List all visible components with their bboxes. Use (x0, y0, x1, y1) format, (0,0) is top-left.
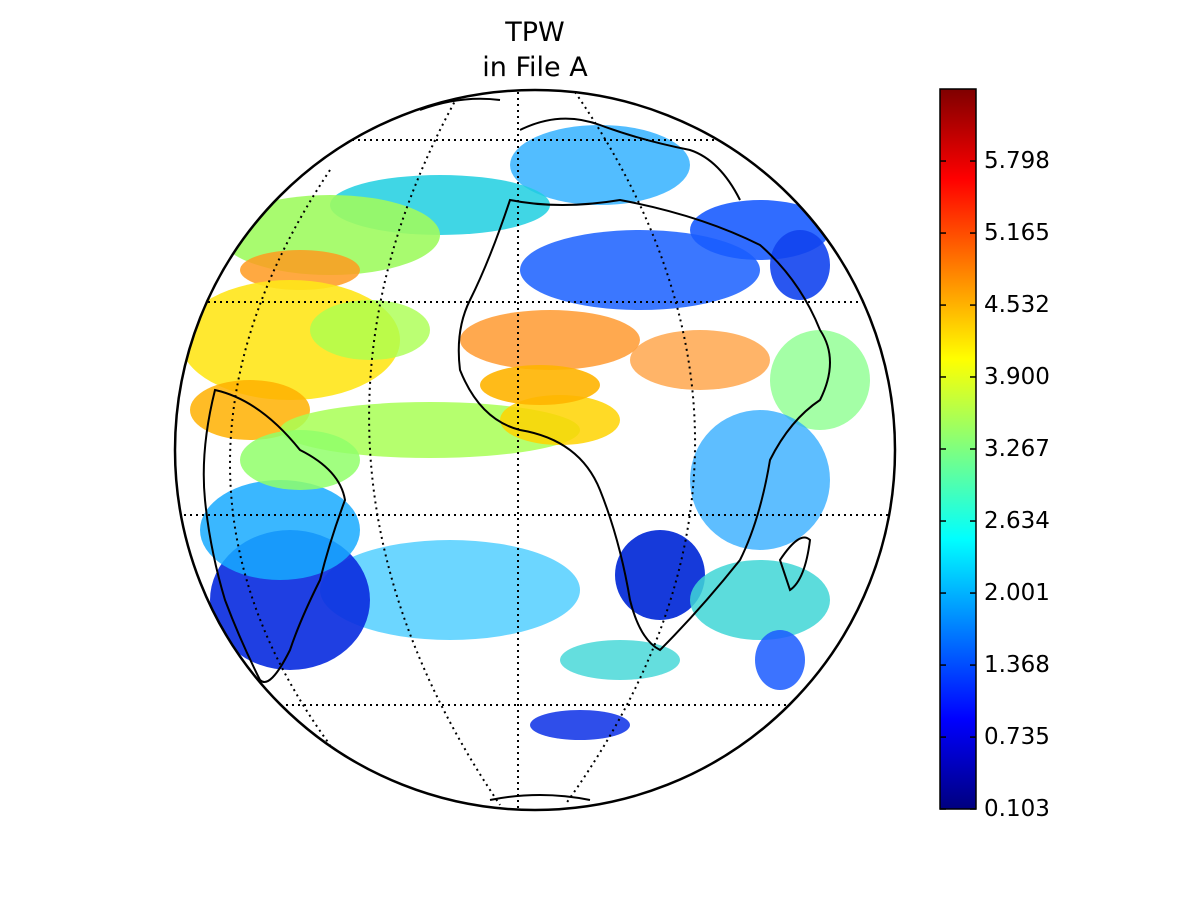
colorbar-tick-label: 0.103 (984, 796, 1050, 822)
colorbar-tick-label: 0.735 (984, 724, 1050, 751)
colorbar (939, 88, 977, 810)
colorbar-tick-label: 5.165 (984, 220, 1050, 247)
tpw-field (180, 125, 870, 740)
colorbar-tick-label: 3.267 (984, 436, 1050, 462)
colorbar-tick-label: 4.532 (984, 292, 1050, 319)
map-title-line-2: in File A (482, 52, 588, 83)
colorbar-tick-label: 3.900 (984, 363, 1050, 390)
colorbar-tick-label: 2.001 (984, 580, 1050, 607)
globe-field (175, 90, 895, 810)
map-title-line-1: TPW (505, 17, 565, 48)
colorbar-tick-label: 2.634 (984, 508, 1050, 535)
colorbar-tick-label: 1.368 (984, 652, 1050, 679)
colorbar-tick-label: 5.798 (984, 148, 1050, 175)
globe-outline (173, 88, 897, 812)
